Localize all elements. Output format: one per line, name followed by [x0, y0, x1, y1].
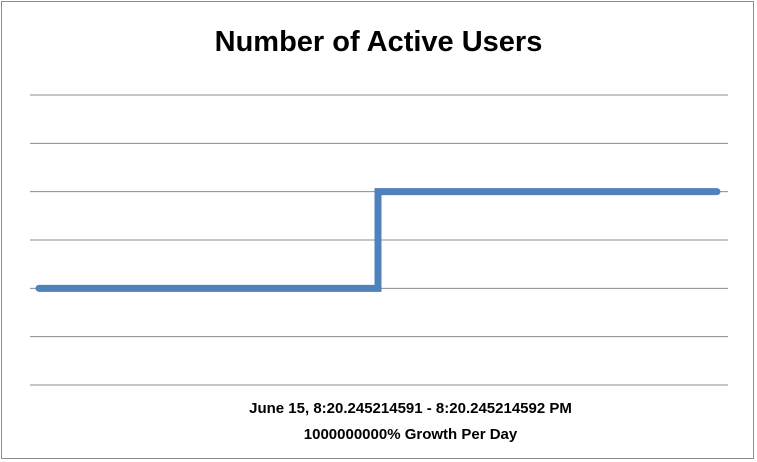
series-group	[35, 188, 721, 292]
chart-title: Number of Active Users	[214, 26, 543, 58]
chart-caption-date-range: June 15, 8:20.245214591 - 8:20.245214592…	[249, 400, 572, 417]
chart-caption-growth: 1000000000% Growth Per Day	[303, 426, 518, 443]
series-line-0	[35, 188, 721, 292]
